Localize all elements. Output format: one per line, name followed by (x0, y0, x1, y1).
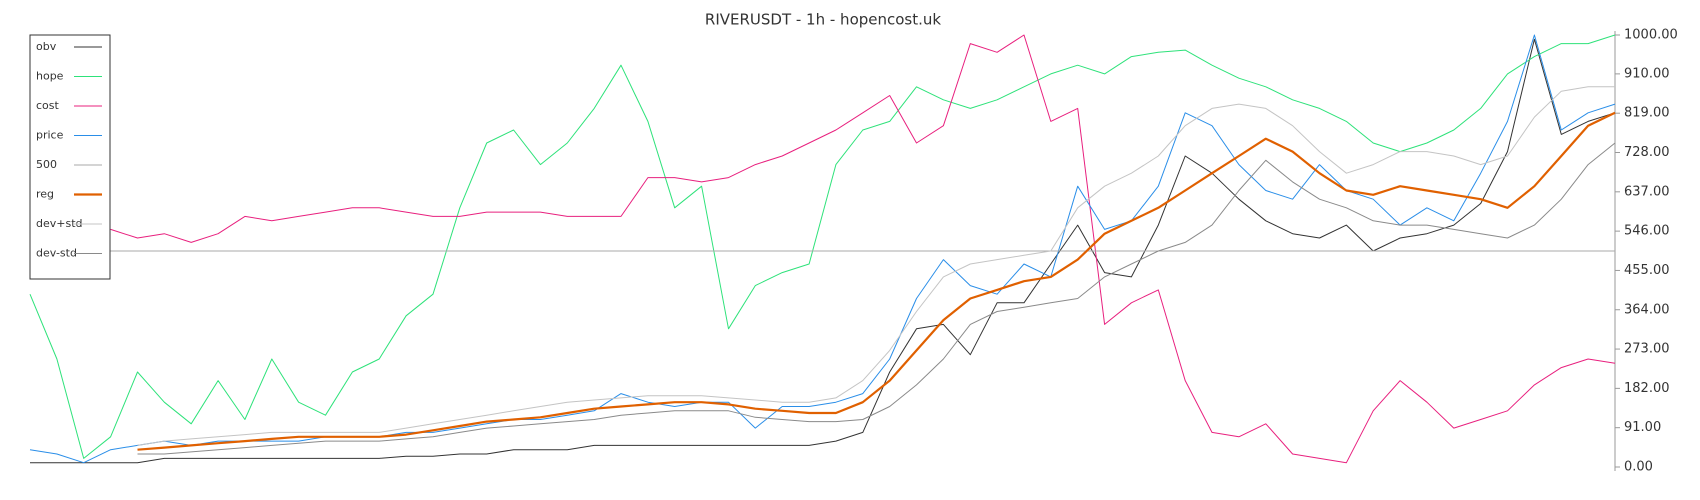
y-tick-label: 637.00 (1624, 184, 1670, 199)
y-tick-label: 728.00 (1624, 145, 1670, 160)
series-line (29, 34, 1616, 459)
series-line (137, 142, 1616, 455)
y-tick-label: 455.00 (1624, 263, 1670, 278)
chart-title: RIVERUSDT - 1h - hopencost.uk (705, 11, 942, 29)
legend-label: 500 (36, 158, 57, 171)
y-tick-label: 1000.00 (1624, 28, 1678, 43)
legend-box (29, 34, 111, 280)
series-line (110, 34, 1616, 464)
series-line (137, 111, 1616, 451)
legend-label: obv (36, 40, 57, 53)
legend-label: hope (36, 70, 64, 83)
y-tick-label: 546.00 (1624, 224, 1670, 239)
y-tick-label: 182.00 (1624, 381, 1670, 396)
legend-label: dev-std (36, 247, 77, 260)
y-tick-label: 910.00 (1624, 66, 1670, 81)
y-tick-label: 91.00 (1624, 420, 1661, 435)
y-tick-label: 819.00 (1624, 106, 1670, 121)
legend: obv hope cost price 500 reg dev+std dev-std (29, 34, 111, 280)
legend-label: dev+std (36, 217, 83, 230)
legend-label: reg (36, 188, 54, 201)
y-tick-label: 0.00 (1624, 460, 1653, 475)
legend-label: cost (36, 99, 60, 112)
series-line (137, 86, 1615, 446)
legend-label: price (36, 129, 64, 142)
plot-area: 0.00 91.00 182.00 273.00 364.00 455.00 546.00 6… (29, 28, 1678, 475)
y-tick-label: 273.00 (1624, 342, 1670, 357)
series-line (30, 38, 1616, 464)
y-tick-label: 364.00 (1624, 302, 1670, 317)
